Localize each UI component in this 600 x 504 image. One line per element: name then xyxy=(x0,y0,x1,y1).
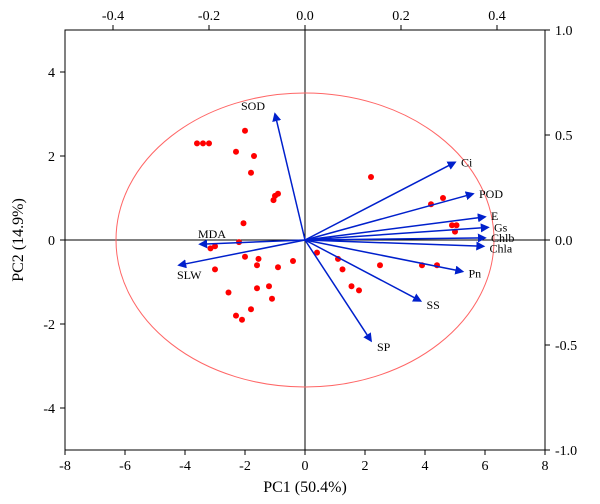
data-point xyxy=(233,149,239,155)
data-point xyxy=(206,140,212,146)
x-axis-title: PC1 (50.4%) xyxy=(263,479,347,496)
right-tick-label: -0.5 xyxy=(555,339,577,354)
y-axis-title: PC2 (14.9%) xyxy=(10,198,27,282)
data-point xyxy=(356,287,362,293)
vector-label: MDA xyxy=(198,227,226,241)
vector-label: SLW xyxy=(177,268,202,282)
data-point xyxy=(194,140,200,146)
data-point xyxy=(440,195,446,201)
top-tick-label: 0.4 xyxy=(488,9,506,24)
vector-label: Ci xyxy=(461,155,473,169)
data-point xyxy=(226,290,232,296)
bottom-tick-label: -6 xyxy=(119,459,131,474)
data-point xyxy=(377,262,383,268)
data-point xyxy=(254,285,260,291)
bottom-tick-label: 4 xyxy=(422,459,429,474)
loading-vector xyxy=(305,194,473,240)
left-tick-label: 4 xyxy=(48,66,55,81)
bottom-tick-label: 0 xyxy=(302,459,309,474)
data-point xyxy=(251,153,257,159)
vector-label: Chla xyxy=(490,241,513,255)
data-point xyxy=(248,170,254,176)
data-point xyxy=(340,266,346,272)
data-point xyxy=(248,306,254,312)
bottom-tick-label: 8 xyxy=(542,459,549,474)
data-point xyxy=(233,313,239,319)
bottom-tick-label: 6 xyxy=(482,459,489,474)
data-point xyxy=(290,258,296,264)
vector-label: SP xyxy=(377,340,391,354)
data-point xyxy=(241,220,247,226)
data-point xyxy=(275,264,281,270)
left-tick-label: -2 xyxy=(43,318,55,333)
top-tick-label: -0.2 xyxy=(198,9,220,24)
top-tick-label: 0.2 xyxy=(392,9,410,24)
left-tick-label: -4 xyxy=(43,402,55,417)
data-point xyxy=(212,266,218,272)
left-tick-label: 2 xyxy=(48,150,55,165)
top-tick-label: -0.4 xyxy=(102,9,124,24)
data-point xyxy=(454,222,460,228)
data-point xyxy=(254,262,260,268)
data-point xyxy=(242,128,248,134)
vector-label: Pn xyxy=(469,267,482,281)
left-tick-label: 0 xyxy=(48,234,55,249)
loading-vector xyxy=(179,240,305,265)
data-point xyxy=(200,140,206,146)
right-tick-label: 1.0 xyxy=(555,24,573,39)
bottom-tick-label: -8 xyxy=(59,459,71,474)
bottom-tick-label: -2 xyxy=(239,459,251,474)
loading-vector xyxy=(305,240,421,301)
bottom-tick-label: 2 xyxy=(362,459,369,474)
data-point xyxy=(368,174,374,180)
right-tick-label: -1.0 xyxy=(555,444,577,459)
right-tick-label: 0.5 xyxy=(555,129,573,144)
right-tick-label: 0.0 xyxy=(555,234,573,249)
pca-biplot: -8 -6 -4 -2 0 2 4 6 8 -4 -2 0 2 4 -0.4 -0.2 0.0 0.2 0.4 -1.… xyxy=(0,0,600,504)
loading-vector xyxy=(305,162,455,240)
data-point xyxy=(349,283,355,289)
data-point xyxy=(256,256,262,262)
bottom-tick-label: -4 xyxy=(179,459,191,474)
data-point xyxy=(275,191,281,197)
data-point xyxy=(271,197,277,203)
loading-vector xyxy=(305,217,485,240)
vector-label: POD xyxy=(479,187,503,201)
data-point xyxy=(269,296,275,302)
data-point xyxy=(266,283,272,289)
vector-label: SOD xyxy=(241,99,265,113)
loading-vector xyxy=(275,114,305,240)
data-point xyxy=(242,254,248,260)
top-tick-label: 0.0 xyxy=(296,9,314,24)
vector-label: SS xyxy=(427,298,440,312)
data-point xyxy=(239,317,245,323)
